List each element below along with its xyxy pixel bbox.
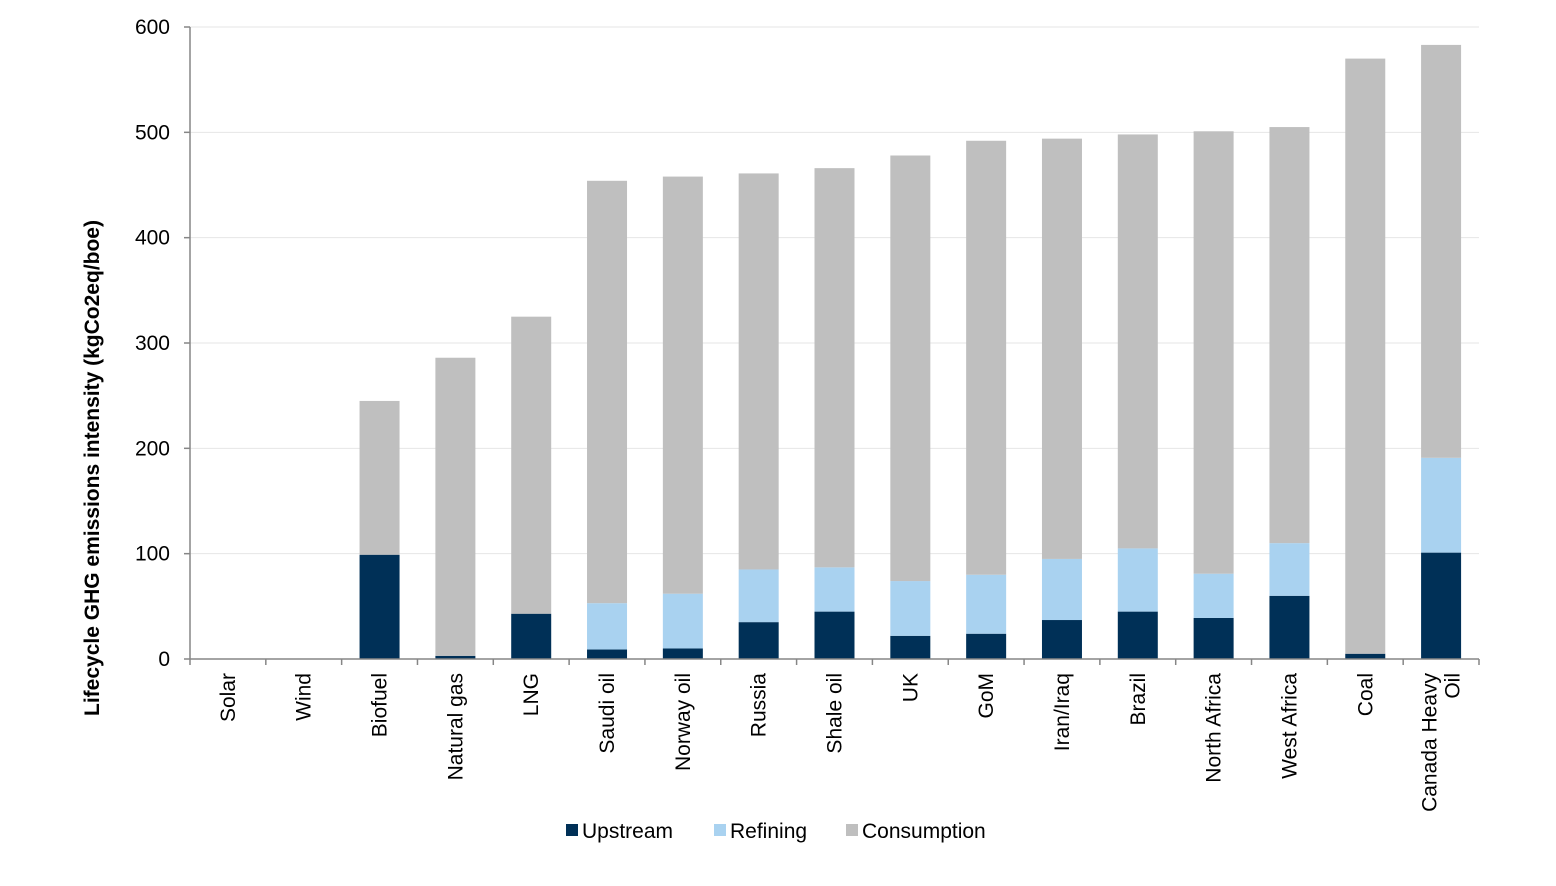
bar-segment-refining	[1269, 543, 1310, 596]
x-tick-label: Coal	[1354, 673, 1377, 716]
bar-segment-consumption	[662, 176, 703, 594]
y-tick-label: 0	[158, 648, 170, 671]
x-tick-label: Shale oil	[824, 673, 847, 754]
bar-segment-consumption	[359, 400, 400, 555]
bar-segment-refining	[1421, 457, 1462, 553]
y-tick-label: 600	[135, 16, 170, 39]
legend-label-consumption: Consumption	[862, 820, 986, 843]
legend-swatch-refining	[714, 824, 726, 836]
x-tick-label: Iran/Iraq	[1051, 673, 1074, 751]
y-tick-label: 100	[135, 543, 170, 566]
legend-swatch-upstream	[566, 824, 578, 836]
legend-label-upstream: Upstream	[582, 820, 673, 843]
x-tick-label: Russia	[748, 673, 771, 738]
y-tick-label: 300	[135, 332, 170, 355]
x-tick-labels: Solar Wind Biofuel Natural gas LNG Saudi oil N…	[217, 673, 1465, 812]
bar-segment-consumption	[1041, 138, 1082, 559]
bar-segment-consumption	[814, 168, 855, 568]
x-tick-label: North Africa	[1203, 673, 1226, 783]
bar-segment-upstream	[435, 655, 476, 659]
x-tick-label: West Africa	[1278, 673, 1301, 779]
x-tick-label: UK	[899, 673, 922, 702]
bar-segment-upstream	[1193, 617, 1234, 659]
bar-segment-upstream	[662, 648, 703, 659]
bar-segment-upstream	[1345, 653, 1386, 659]
bar-segment-upstream	[1041, 620, 1082, 659]
x-tick-label: Biofuel	[369, 673, 392, 737]
legend: Upstream Refining Consumption	[566, 820, 986, 843]
bar-segment-refining	[1041, 558, 1082, 621]
y-tick-label: 400	[135, 227, 170, 250]
legend-label-refining: Refining	[730, 820, 807, 843]
y-tick-label: 200	[135, 437, 170, 460]
x-tick-label: Brazil	[1127, 673, 1150, 726]
bar-segment-refining	[738, 569, 779, 623]
bar-segment-consumption	[1345, 58, 1386, 654]
bar-segment-upstream	[738, 622, 779, 659]
x-tick-label: Natural gas	[444, 673, 467, 780]
x-tick-label: LNG	[520, 673, 543, 716]
bar-segment-consumption	[435, 357, 476, 656]
bar-segment-refining	[587, 603, 628, 650]
bar-segment-upstream	[1269, 595, 1310, 659]
bar-segment-upstream	[587, 649, 628, 659]
bar-segment-consumption	[738, 173, 779, 570]
x-tick-label: Saudi oil	[596, 673, 619, 754]
bar-segment-upstream	[966, 633, 1007, 659]
bar-segment-upstream	[814, 611, 855, 659]
bar-segment-refining	[966, 574, 1007, 634]
bar-segment-consumption	[1421, 44, 1462, 458]
y-tick-labels: 0 100 200 300 400 500 600	[135, 16, 170, 671]
bar-segment-refining	[890, 581, 931, 636]
bar-segment-refining	[1117, 548, 1158, 612]
bar-segment-upstream	[511, 613, 552, 659]
bar-segment-refining	[814, 567, 855, 612]
legend-swatch-consumption	[846, 824, 858, 836]
bar-segment-consumption	[890, 155, 931, 582]
y-axis-title: Lifecycle GHG emissions intensity (kgCo2…	[81, 220, 104, 716]
bars	[359, 44, 1462, 659]
bar-segment-consumption	[1269, 127, 1310, 544]
bar-segment-refining	[1193, 573, 1234, 618]
axes	[184, 26, 1480, 665]
bar-segment-consumption	[1193, 131, 1234, 574]
bar-segment-consumption	[1117, 134, 1158, 549]
bar-segment-refining	[662, 593, 703, 649]
bar-segment-consumption	[587, 180, 628, 604]
bar-segment-upstream	[1421, 552, 1462, 659]
bar-segment-upstream	[890, 635, 931, 659]
x-tick-label: Solar	[217, 673, 240, 722]
bar-segment-upstream	[359, 554, 400, 659]
y-tick-label: 500	[135, 121, 170, 144]
bar-segment-upstream	[1117, 611, 1158, 659]
x-tick-label: Wind	[293, 673, 316, 721]
x-tick-label: Canada HeavyOil	[1419, 673, 1465, 812]
bar-segment-consumption	[966, 140, 1007, 575]
x-tick-label: Norway oil	[672, 673, 695, 771]
bar-segment-consumption	[511, 316, 552, 614]
x-tick-label: GoM	[975, 673, 998, 719]
